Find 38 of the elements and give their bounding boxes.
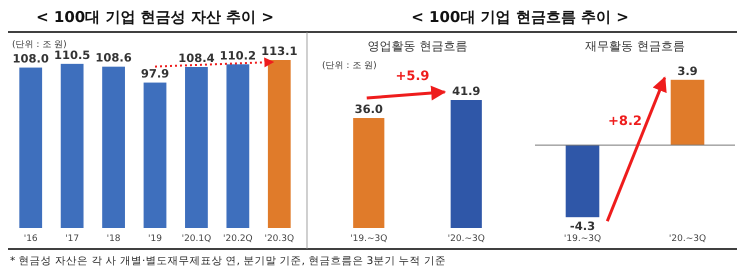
x-tick-label: '19.~3Q: [350, 234, 388, 244]
bar: [144, 82, 166, 228]
x-tick-label: '19: [148, 234, 162, 244]
x-tick-label: '20.2Q: [223, 234, 253, 244]
data-label: 108.4: [178, 50, 215, 65]
bar: [185, 66, 208, 228]
chart-title: < 100대 기업 현금성 자산 추이 >: [36, 8, 274, 26]
text: * 현금성 자산은 각 사 개별·별도재무제표상 연, 분기말 기준, 현금흐름은 3분기 누적 기준: [10, 255, 446, 267]
bar: [60, 64, 84, 228]
data-label: 97.9: [140, 66, 170, 81]
chart-subtitle: 재무활동 현금흐름: [585, 39, 685, 53]
data-label: 113.1: [261, 44, 298, 58]
data-label: 36.0: [354, 102, 383, 116]
bar: [102, 66, 125, 228]
bar: [19, 68, 42, 228]
x-tick-label: '20.~3Q: [668, 234, 706, 244]
data-label: 3.9: [677, 64, 698, 78]
text: (단위 : 조 원): [12, 40, 67, 50]
annotation: +8.2: [608, 114, 642, 129]
text: (단위 : 조 원): [322, 61, 377, 71]
chart-title: < 100대 기업 현금흐름 추이 >: [411, 8, 629, 26]
text: +5.9: [396, 69, 430, 84]
x-tick-label: '16: [24, 234, 38, 244]
x-tick-label: '20.~3Q: [448, 234, 485, 244]
data-label: -4.3: [570, 219, 596, 234]
data-label: 110.2: [220, 48, 256, 62]
data-label: 108.6: [95, 50, 132, 65]
bar: [268, 60, 291, 228]
data-label: 41.9: [452, 84, 480, 98]
bar: [226, 64, 250, 228]
x-tick-label: '17: [65, 234, 80, 244]
data-label: 108.0: [12, 52, 49, 66]
x-tick-label: '20.1Q: [182, 234, 212, 244]
x-tick-label: '19.~3Q: [564, 234, 602, 244]
x-tick-label: '20.3Q: [264, 234, 294, 244]
chart-subtitle: 영업활동 현금흐름: [368, 39, 468, 53]
x-tick-label: '18: [106, 234, 121, 244]
data-label: 110.5: [54, 48, 90, 62]
